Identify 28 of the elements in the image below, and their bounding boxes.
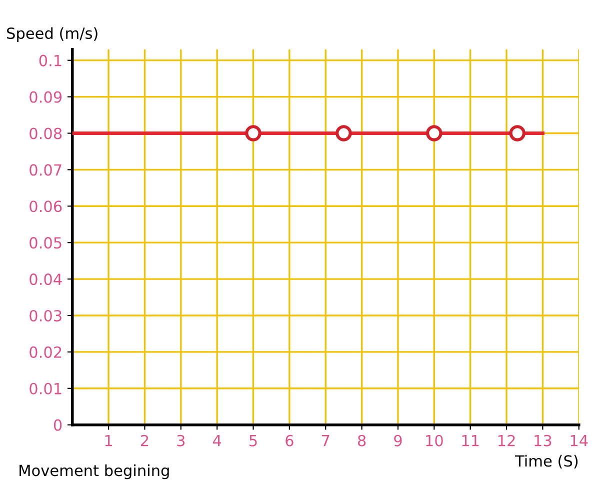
x-tick-label: 12 — [498, 434, 515, 446]
x-tick-label: 10 — [426, 434, 443, 446]
y-tick-label: 0.08 — [30, 128, 62, 140]
x-tick-label: 14 — [570, 435, 588, 446]
y-tick-label: 0.01 — [30, 382, 62, 394]
x-tick-label: 1 — [105, 435, 112, 446]
x-tick-label: 7 — [322, 435, 330, 446]
x-tick-label: 4 — [212, 435, 222, 446]
x-axis-title: Time (S) — [514, 454, 578, 469]
x-tick-label: 9 — [394, 434, 402, 446]
y-tick-label: 0.09 — [30, 91, 62, 103]
x-tick-label: 5 — [250, 435, 257, 446]
x-tick-label: 6 — [286, 434, 294, 446]
text: Movement begining — [20, 464, 169, 480]
x-tick-label: 13 — [534, 434, 552, 446]
y-tick-label: 0 — [54, 419, 62, 431]
y-tick-label: 0.04 — [30, 274, 62, 286]
y-axis-title: Speed (m/s) — [7, 27, 98, 42]
y-tick-label: 0.07 — [30, 164, 62, 176]
y-tick-label: 0.02 — [30, 346, 62, 358]
y-tick-label: 0.06 — [30, 200, 62, 212]
x-tick-label: 3 — [177, 434, 185, 446]
y-tick-label: 0.05 — [30, 237, 62, 249]
x-tick-label: 2 — [140, 434, 148, 446]
x-tick-label: 8 — [358, 434, 366, 446]
y-tick-label: 0.1 — [39, 54, 62, 66]
y-tick-label: 0.03 — [30, 310, 62, 322]
x-tick-label: 11 — [462, 435, 479, 446]
